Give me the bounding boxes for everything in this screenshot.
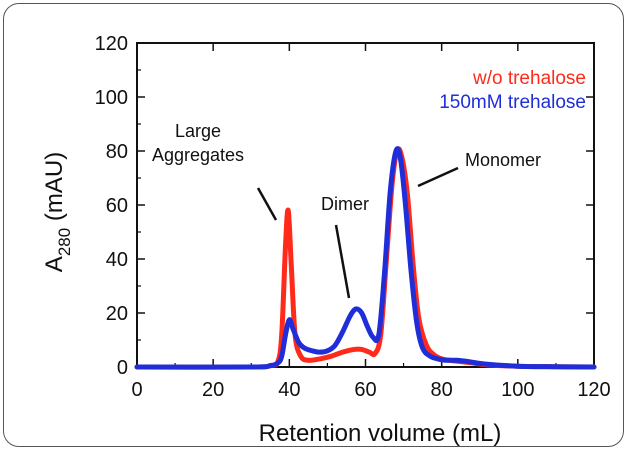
y-tick-label: 0 — [117, 357, 128, 379]
y-axis-title: A280 (mAU) — [41, 152, 74, 272]
legend-entry: 150mM trehalose — [439, 92, 586, 113]
y-tick-label: 120 — [95, 33, 128, 55]
annotation-label: Aggregates — [152, 145, 244, 165]
y-tick-label: 20 — [106, 303, 128, 325]
annotation-leader-line — [417, 166, 459, 188]
x-tick-label: 80 — [431, 379, 453, 401]
x-axis-title: Retention volume (mL) — [259, 420, 502, 447]
axes-group: 0 20 40 60 80 100 120 0 20 40 60 80 100 120 — [95, 33, 611, 401]
series-line-without-trehalose — [134, 146, 597, 370]
y-tick-label: 40 — [106, 249, 128, 271]
y-tick-label: 100 — [95, 87, 128, 109]
y-axis-title-spacer — [41, 221, 68, 228]
y-tick-label: 60 — [106, 195, 128, 217]
y-axis-title-subscript: 280 — [55, 228, 74, 256]
annotation-leader-line — [256, 187, 278, 221]
annotation-label: Large — [175, 121, 221, 141]
y-tick-label: 80 — [106, 141, 128, 163]
x-tick-label: 0 — [131, 379, 142, 401]
x-tick-label: 20 — [202, 379, 224, 401]
annotation-layer: Large Aggregates Dimer Monomer — [152, 121, 541, 299]
legend: w/o trehalose 150mM trehalose — [439, 68, 586, 113]
chart-frame — [3, 3, 624, 447]
x-tick-label: 40 — [278, 379, 300, 401]
series-line-with-trehalose — [134, 146, 597, 370]
series-layer — [134, 146, 597, 370]
x-tick-label: 120 — [577, 379, 610, 401]
annotation-label: Monomer — [465, 150, 541, 170]
y-axis-title-main: A — [41, 256, 68, 272]
x-tick-label: 60 — [354, 379, 376, 401]
annotation-leader-line — [334, 224, 351, 299]
x-tick-label: 100 — [501, 379, 534, 401]
y-axis-title-unit: (mAU) — [41, 152, 68, 221]
annotation-label: Dimer — [321, 194, 369, 214]
legend-entry: w/o trehalose — [472, 68, 586, 89]
